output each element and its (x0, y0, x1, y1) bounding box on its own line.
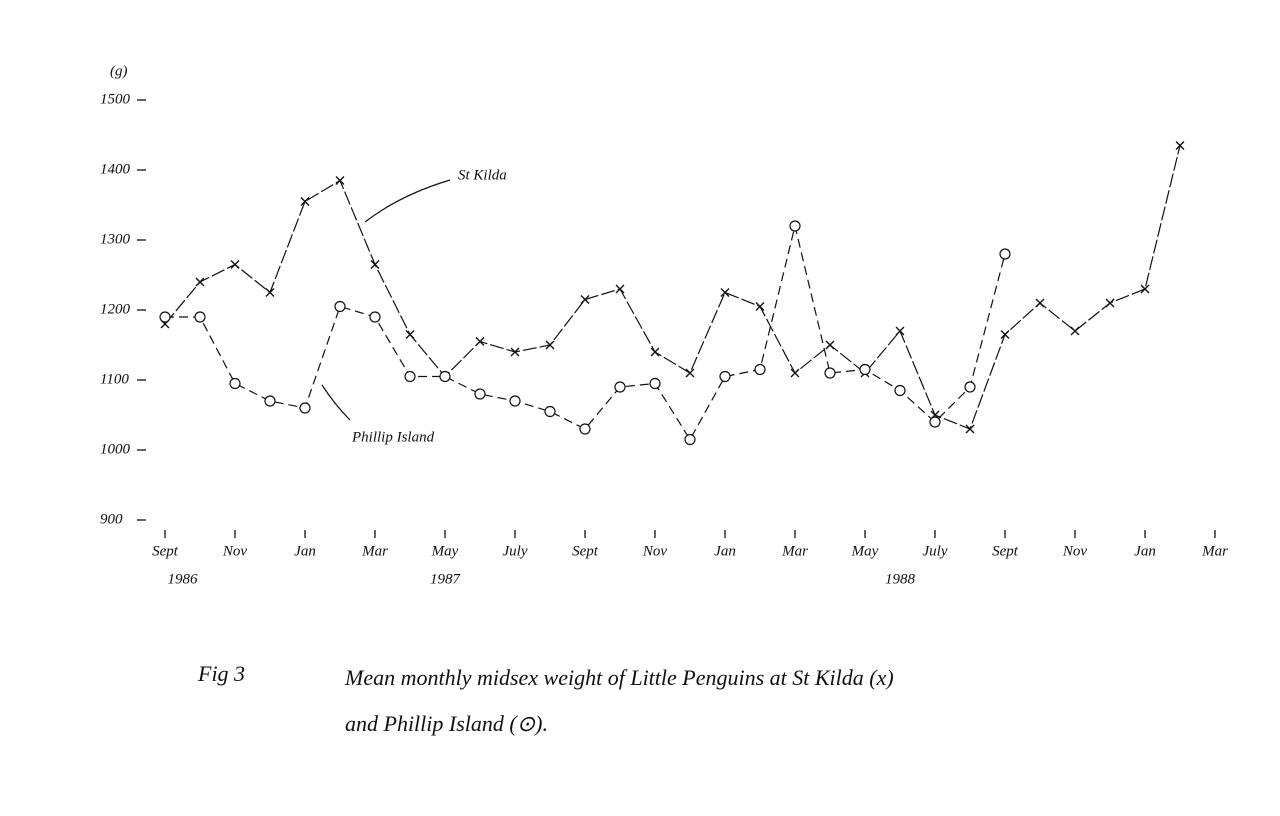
marker-x (720, 288, 730, 297)
marker-circle (439, 370, 451, 383)
year-label: 1988 (885, 571, 916, 587)
marker-circle (474, 388, 486, 400)
marker-x (1035, 298, 1045, 308)
marker-x (475, 337, 485, 346)
marker-circle (229, 377, 241, 390)
x-tick-label: Sept (572, 543, 599, 559)
series-line (164, 145, 1181, 430)
x-tick-label: Mar (781, 543, 808, 559)
x-tick-label: Jan (1134, 543, 1156, 559)
marker-circle (754, 363, 766, 376)
marker-x (1175, 141, 1185, 150)
x-tick-label: Jan (294, 543, 316, 559)
caption-line: Mean monthly midsex weight of Little Pen… (344, 665, 894, 690)
marker-circle (159, 311, 171, 323)
marker-circle (579, 423, 591, 435)
marker-x (370, 260, 380, 269)
marker-circle (859, 363, 871, 376)
y-tick-label: 1100 (100, 371, 129, 387)
x-tick-label: Nov (222, 543, 248, 559)
marker-x (1070, 326, 1080, 336)
marker-x (825, 340, 835, 350)
marker-circle (614, 381, 626, 393)
marker-circle (929, 416, 941, 428)
marker-circle (299, 402, 311, 414)
y-tick-label: 1400 (100, 161, 131, 177)
marker-circle (719, 370, 731, 383)
marker-circle (544, 405, 556, 418)
marker-x (615, 284, 625, 294)
x-tick-label: May (431, 543, 459, 559)
y-tick-label: 1000 (100, 441, 131, 457)
marker-circle (999, 248, 1011, 260)
marker-x (650, 347, 660, 357)
x-tick-label: Mar (361, 543, 388, 559)
caption-line: and Phillip Island (⊙). (345, 711, 548, 736)
marker-x (545, 340, 555, 350)
marker-circle (264, 395, 276, 407)
marker-circle (894, 384, 906, 397)
y-tick-label: 1300 (100, 231, 131, 247)
x-tick-label: July (923, 543, 948, 559)
marker-x (1000, 330, 1010, 339)
marker-circle (649, 377, 661, 390)
y-tick-label: 900 (100, 511, 123, 527)
marker-circle (684, 433, 696, 446)
marker-circle (334, 300, 346, 313)
x-tick-label: Jan (714, 543, 736, 559)
marker-x (335, 176, 345, 185)
marker-x (1140, 284, 1150, 294)
marker-circle (509, 395, 521, 407)
marker-x (300, 197, 310, 206)
y-tick-label: 1500 (100, 91, 131, 107)
marker-x (790, 368, 800, 378)
marker-x (510, 347, 520, 357)
caption-figure: Fig 3 (197, 661, 245, 686)
marker-circle (194, 311, 206, 323)
x-tick-label: July (503, 543, 528, 559)
marker-x (965, 424, 975, 434)
marker-x (580, 295, 590, 304)
marker-x (265, 288, 275, 297)
marker-x (685, 368, 695, 378)
x-tick-label: Sept (992, 543, 1019, 559)
series-label: Phillip Island (351, 429, 435, 445)
x-tick-label: May (851, 543, 879, 559)
marker-x (230, 260, 240, 269)
marker-x (195, 277, 205, 287)
marker-circle (964, 381, 976, 393)
year-label: 1986 (168, 571, 199, 587)
leader-line (321, 384, 351, 421)
series-label: St Kilda (458, 167, 507, 183)
y-tick-label: 1200 (100, 301, 131, 317)
marker-circle (824, 367, 836, 379)
series-line (165, 225, 1006, 441)
marker-circle (369, 311, 381, 323)
x-tick-label: Sept (152, 543, 179, 559)
leader-line (364, 179, 451, 223)
year-label: 1987 (430, 571, 462, 587)
x-tick-label: Mar (1201, 543, 1228, 559)
x-tick-label: Nov (1062, 543, 1088, 559)
y-axis-label: (g) (110, 63, 128, 79)
marker-x (1105, 298, 1115, 308)
marker-circle (789, 220, 801, 232)
marker-circle (404, 370, 416, 383)
marker-x (895, 326, 905, 336)
marker-x (755, 302, 765, 311)
marker-x (405, 330, 415, 339)
x-tick-label: Nov (642, 543, 668, 559)
